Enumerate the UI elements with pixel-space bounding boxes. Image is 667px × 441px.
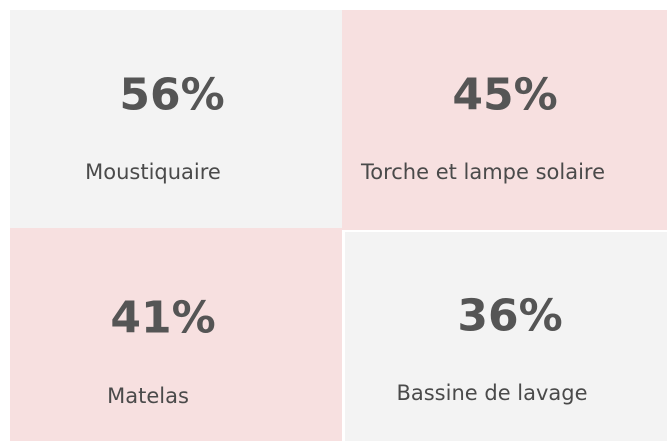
stat-label: Matelas	[107, 384, 189, 408]
stat-tile: 36% Bassine de lavage	[345, 232, 667, 441]
stat-tile: 56% Moustiquaire	[10, 10, 342, 228]
stat-label: Moustiquaire	[85, 160, 221, 184]
stat-value: 36%	[457, 290, 563, 342]
stat-label: Torche et lampe solaire	[360, 160, 606, 184]
stat-tile: 45% Torche et lampe solaire	[342, 10, 667, 230]
stat-tile: 41% Matelas	[10, 228, 342, 441]
stat-value: 41%	[110, 292, 216, 344]
stat-value: 56%	[119, 69, 225, 121]
stat-value: 45%	[452, 69, 558, 121]
stat-label: Bassine de lavage	[396, 381, 588, 405]
